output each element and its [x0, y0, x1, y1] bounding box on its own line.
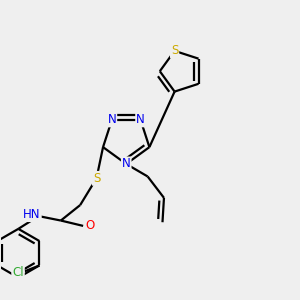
Text: N: N	[136, 113, 145, 126]
Text: Cl: Cl	[12, 266, 24, 279]
Text: S: S	[93, 172, 100, 185]
Text: N: N	[107, 113, 116, 126]
Text: N: N	[122, 158, 130, 170]
Text: HN: HN	[23, 208, 41, 221]
Text: S: S	[171, 44, 178, 57]
Text: O: O	[85, 219, 94, 232]
